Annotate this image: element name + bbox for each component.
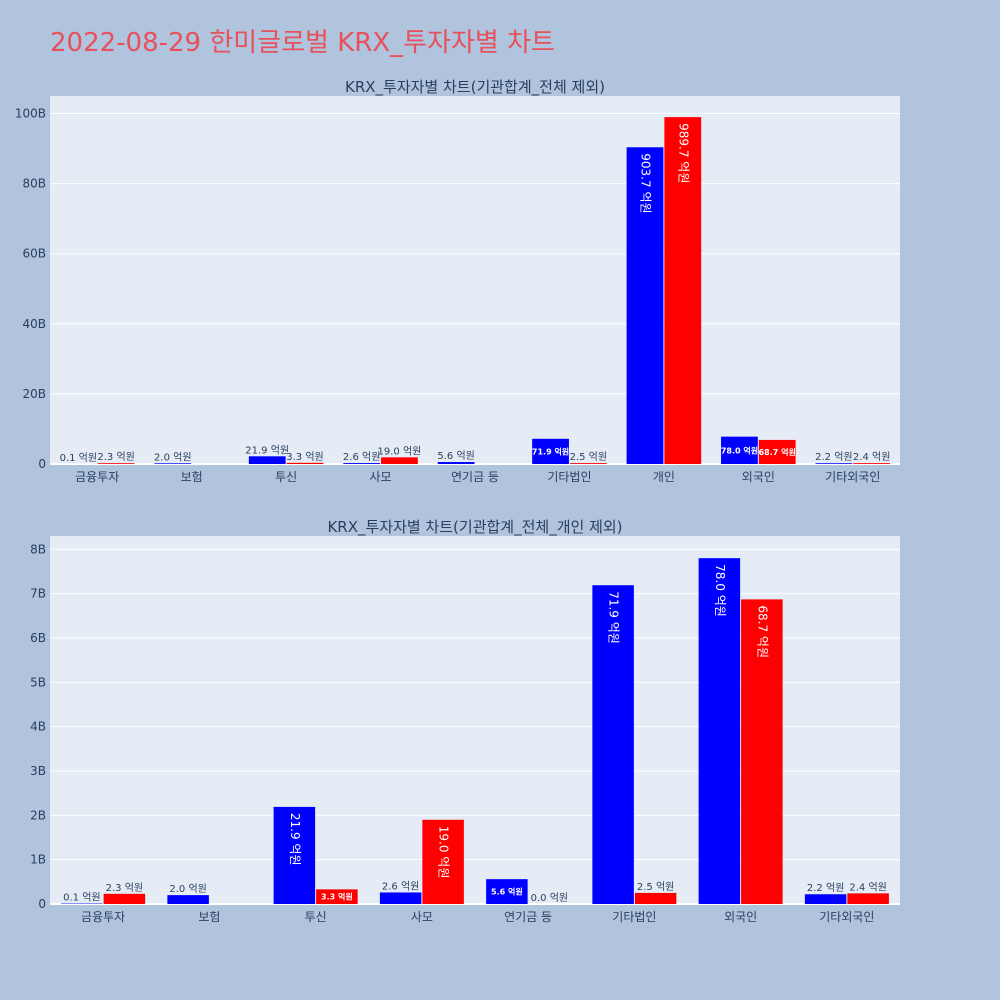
data-label: 5.6 억원 [491, 887, 523, 897]
bar [721, 436, 758, 464]
x-tick-label: 외국인 [742, 470, 775, 484]
bar [316, 889, 358, 904]
x-tick-label: 사모 [370, 470, 392, 484]
x-tick-label: 기타외국인 [819, 910, 874, 924]
data-label: 19.0 억원 [378, 445, 422, 457]
y-tick-label: 8B [30, 542, 46, 556]
y-tick-label: 6B [30, 631, 46, 645]
data-label: 0.1 억원 [63, 892, 100, 904]
x-tick-label: 외국인 [724, 910, 757, 924]
x-tick-label: 투신 [275, 470, 297, 484]
data-label: 2.6 억원 [382, 880, 419, 892]
bar [381, 457, 418, 464]
bar [167, 895, 209, 904]
plot-area [50, 96, 900, 464]
chart-title: KRX_투자자별 차트(기관합계_전체 제외) [345, 78, 605, 97]
bar [853, 463, 891, 464]
bar [569, 463, 607, 464]
data-label: 2.5 억원 [637, 881, 674, 893]
bar [437, 462, 475, 464]
x-tick-label: 보험 [198, 910, 220, 924]
x-tick-label: 금융투자 [75, 470, 119, 484]
data-label: 2.4 억원 [849, 881, 886, 893]
y-tick-label: 1B [30, 853, 46, 867]
data-label: 2.2 억원 [815, 451, 852, 463]
y-tick-label: 80B [22, 177, 46, 191]
x-tick-label: 연기금 등 [451, 470, 499, 484]
data-label: 2.6 억원 [343, 451, 380, 463]
y-tick-label: 4B [30, 720, 46, 734]
data-label: 3.3 억원 [286, 451, 323, 463]
y-tick-label: 100B [15, 107, 46, 121]
y-tick-label: 20B [22, 387, 46, 401]
data-label: 78.0 억원 [721, 445, 758, 455]
data-label: 71.9 억원 [532, 446, 569, 456]
data-label: 2.3 억원 [97, 451, 134, 463]
x-tick-label: 보험 [181, 470, 203, 484]
x-tick-label: 금융투자 [81, 910, 125, 924]
bar [815, 463, 853, 464]
y-tick-label: 0 [38, 897, 46, 911]
data-label: 21.9 억원 [245, 444, 289, 456]
chart-title: KRX_투자자별 차트(기관합계_전체_개인 제외) [327, 518, 622, 537]
bar [379, 892, 422, 904]
data-label: 989.7 억원 [676, 123, 690, 183]
bar [698, 558, 741, 904]
x-tick-label: 개인 [653, 470, 675, 484]
y-tick-label: 7B [30, 587, 46, 601]
data-label: 68.7 억원 [755, 605, 769, 658]
bar [422, 819, 464, 904]
bar [532, 438, 569, 464]
x-tick-label: 투신 [305, 910, 327, 924]
bar [664, 117, 702, 464]
bar [626, 147, 664, 465]
bar [286, 462, 324, 464]
data-label: 68.7 억원 [759, 447, 796, 457]
page-title: 2022-08-29 한미글로벌 KRX_투자자별 차트 [50, 28, 555, 58]
x-tick-label: 연기금 등 [504, 910, 552, 924]
y-tick-label: 40B [22, 317, 46, 331]
data-label: 78.0 억원 [713, 564, 727, 617]
y-tick-label: 5B [30, 675, 46, 689]
data-label: 2.3 억원 [106, 882, 143, 894]
data-label: 0.1 억원 [60, 452, 97, 464]
bar [343, 463, 381, 464]
x-tick-label: 기타외국인 [825, 470, 880, 484]
data-label: 2.0 억원 [169, 883, 206, 895]
bar [248, 456, 286, 464]
y-tick-label: 2B [30, 808, 46, 822]
x-tick-label: 사모 [411, 910, 433, 924]
bar [758, 439, 796, 464]
data-label: 71.9 억원 [607, 591, 621, 644]
bar [486, 879, 528, 904]
bar [592, 585, 634, 904]
data-label: 5.6 억원 [437, 450, 474, 462]
data-label: 21.9 억원 [288, 813, 302, 866]
y-tick-label: 3B [30, 764, 46, 778]
data-label: 2.2 억원 [807, 882, 844, 894]
chart-top: 0 20B 40B 60B 80B 100B KRX_투자자별 차트(기관합계_전체 제외)… [15, 78, 900, 484]
bar [741, 599, 783, 904]
bar [103, 893, 146, 904]
data-label: 2.5 억원 [570, 451, 607, 463]
data-label: 2.4 억원 [853, 451, 890, 463]
data-label: 19.0 억원 [437, 826, 451, 879]
bar [97, 463, 135, 464]
bar [804, 894, 847, 904]
x-tick-label: 기타법인 [547, 470, 591, 484]
data-label: 3.3 억원 [321, 892, 353, 902]
data-label: 0.0 억원 [531, 892, 568, 904]
y-tick-label: 60B [22, 247, 46, 261]
data-label: 2.0 억원 [154, 451, 191, 463]
bar [847, 893, 889, 904]
bar [273, 806, 316, 904]
bar [154, 463, 192, 464]
bar [634, 892, 677, 904]
y-tick-label: 0 [38, 457, 46, 471]
data-label: 903.7 억원 [639, 153, 653, 213]
x-tick-label: 기타법인 [612, 910, 656, 924]
